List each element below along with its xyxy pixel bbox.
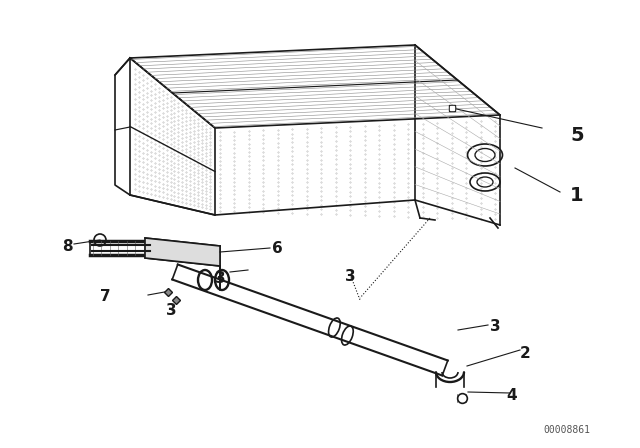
Text: 00008861: 00008861	[543, 425, 590, 435]
Text: 4: 4	[506, 388, 516, 402]
Text: 3: 3	[166, 302, 177, 318]
Text: 1: 1	[570, 185, 584, 204]
Text: 7: 7	[100, 289, 111, 303]
Text: 8: 8	[62, 238, 72, 254]
Text: 3: 3	[490, 319, 500, 333]
Text: 3: 3	[215, 271, 226, 285]
Text: 6: 6	[272, 241, 283, 255]
Polygon shape	[145, 238, 220, 290]
Text: 3: 3	[345, 268, 356, 284]
Text: 2: 2	[520, 345, 531, 361]
Text: 5: 5	[570, 125, 584, 145]
